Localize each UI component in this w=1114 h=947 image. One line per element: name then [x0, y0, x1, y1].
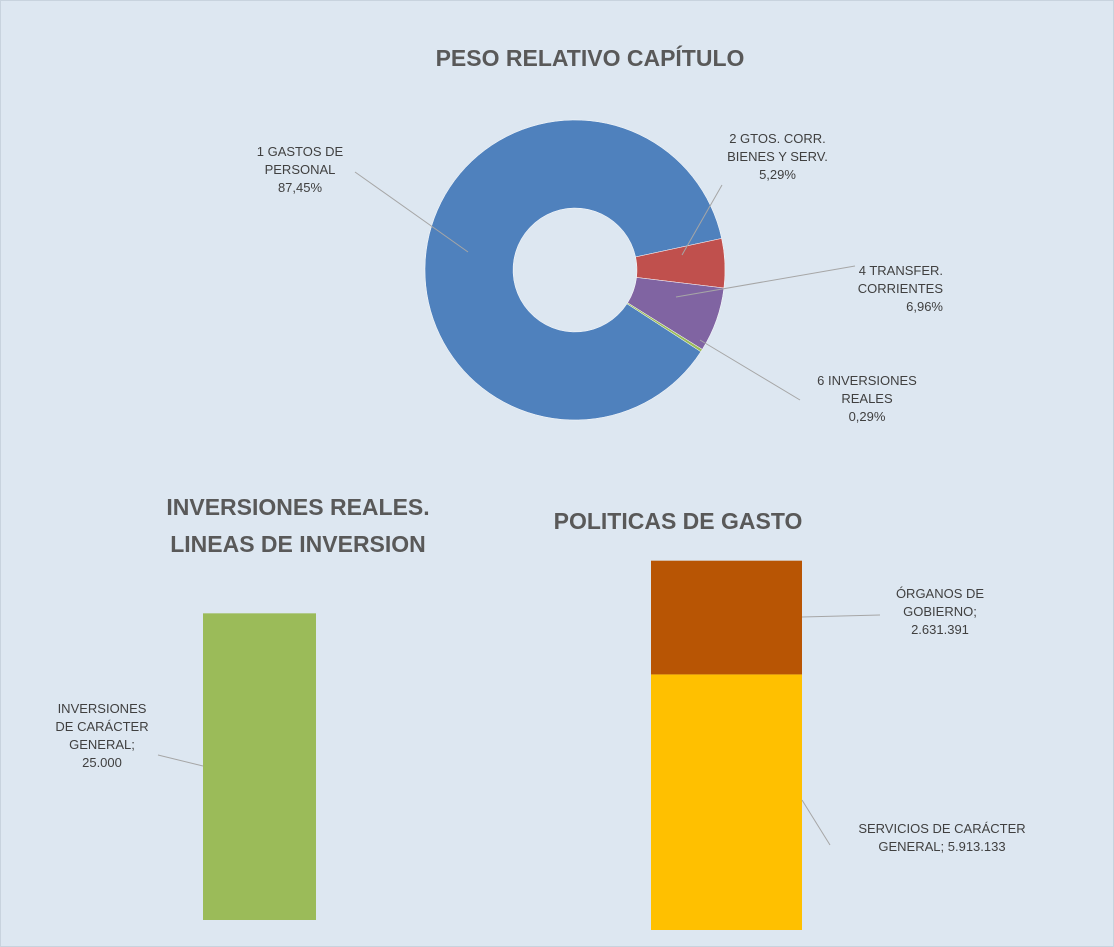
leader-line: [157, 754, 204, 767]
data-label: 2 GTOS. CORR. BIENES Y SERV. 5,29%: [720, 130, 835, 184]
donut-slice: [424, 119, 722, 421]
leader-line: [681, 184, 723, 256]
label-text: ÓRGANOS DE GOBIERNO; 2.631.391: [895, 586, 985, 637]
data-label: SERVICIOS DE CARÁCTER GENERAL; 5.913.133: [842, 820, 1042, 856]
label-text: 2 GTOS. CORR. BIENES Y SERV.: [727, 131, 828, 164]
label-text: SERVICIOS DE CARÁCTER GENERAL; 5.913.133: [858, 821, 1026, 854]
chart-title: POLITICAS DE GASTO: [553, 508, 803, 534]
bar: [651, 560, 802, 675]
label-text: 5,29%: [759, 167, 796, 182]
data-label: 4 TRANSFER. CORRIENTES 6,96%: [845, 262, 943, 316]
label-text: 0,29%: [848, 409, 886, 424]
data-label: 1 GASTOS DE PERSONAL 87,45%: [245, 143, 355, 197]
bar: [651, 674, 802, 930]
chart-title: PESO RELATIVO CAPÍTULO: [435, 45, 745, 71]
label-text: 6,96%: [906, 299, 943, 314]
leader-line: [801, 799, 831, 846]
leader-line: [699, 339, 801, 401]
label-text: 6 INVERSIONES REALES: [817, 373, 917, 406]
data-label: ÓRGANOS DE GOBIERNO; 2.631.391: [880, 585, 1000, 639]
data-label: INVERSIONES DE CARÁCTER GENERAL; 25.000: [52, 700, 152, 772]
leader-line: [675, 265, 856, 298]
label-text: INVERSIONES DE CARÁCTER GENERAL; 25.000: [55, 701, 149, 770]
label-text: 1 GASTOS DE PERSONAL: [256, 144, 344, 177]
data-label: 6 INVERSIONES REALES 0,29%: [808, 372, 926, 426]
donut-slice: [626, 302, 703, 353]
label-text: 87,45%: [277, 180, 323, 195]
chart-title: INVERSIONES REALES. LINEAS DE INVERSION: [166, 494, 430, 557]
label-text: 4 TRANSFER. CORRIENTES: [857, 263, 943, 296]
leader-line: [801, 614, 881, 618]
leader-line: [354, 171, 469, 253]
bar: [203, 613, 316, 920]
